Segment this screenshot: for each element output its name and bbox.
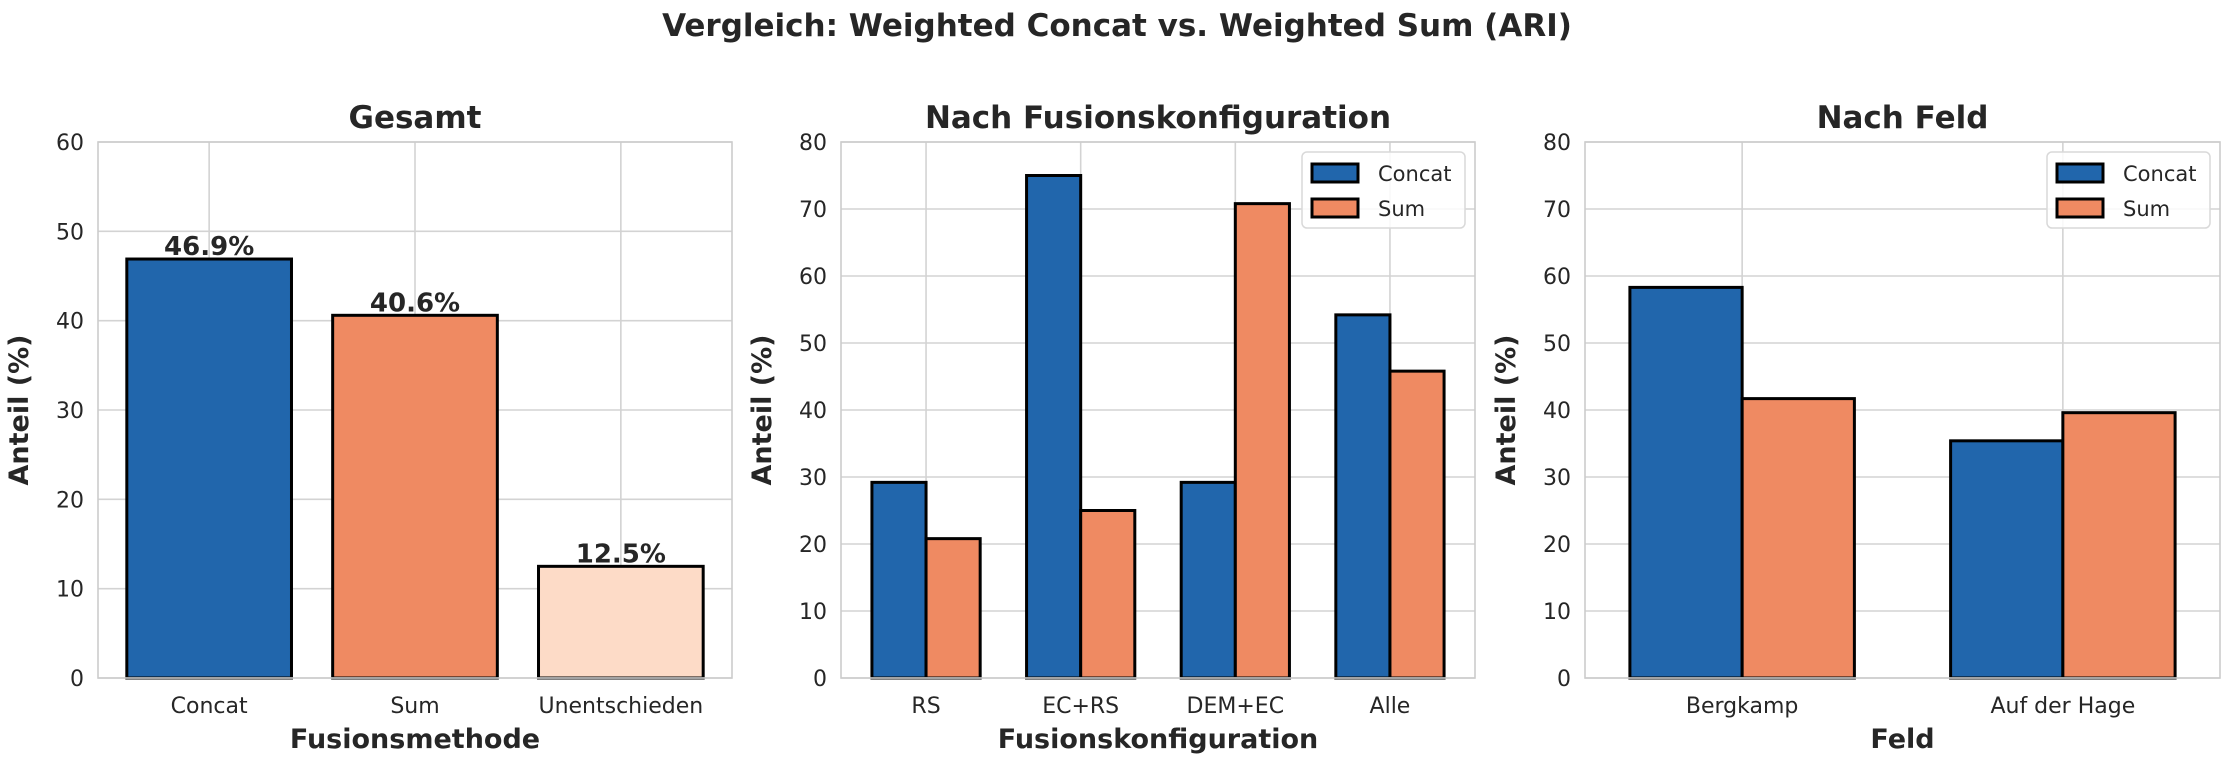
y-tick-label: 10 <box>1543 600 1571 625</box>
y-tick-label: 20 <box>799 533 827 558</box>
figure-title: Vergleich: Weighted Concat vs. Weighted … <box>662 8 1572 44</box>
legend-swatch-sum <box>2055 197 2105 219</box>
y-tick-label: 20 <box>1543 533 1571 558</box>
y-tick-label: 50 <box>1543 332 1571 357</box>
axes-frame <box>97 141 733 679</box>
bar-concat-rs <box>870 480 928 680</box>
bar-sum-rs <box>924 537 982 680</box>
legend-swatch-concat <box>2055 162 2105 184</box>
x-tick-label-concat: Concat <box>171 694 248 719</box>
y-tick-label: 70 <box>1543 198 1571 223</box>
bar-sum-bergkamp <box>1740 397 1856 680</box>
x-tick-label-bergkamp: Bergkamp <box>1686 694 1798 719</box>
y-axis-label: Anteil (%) <box>4 335 35 486</box>
bar-concat-bergkamp <box>1628 285 1744 680</box>
legend-swatch-sum <box>1310 197 1360 219</box>
legend-label-concat: Concat <box>2123 162 2196 186</box>
bar-sum-dem-ec <box>1233 202 1291 680</box>
y-tick-label: 0 <box>70 667 84 692</box>
x-tick-label-rs: RS <box>911 694 940 719</box>
y-axis-label: Anteil (%) <box>747 335 778 486</box>
bar-concat-ec-rs <box>1025 174 1083 680</box>
y-tick-label: 50 <box>56 220 84 245</box>
legend-swatch-concat <box>1310 162 1360 184</box>
y-tick-label: 40 <box>1543 399 1571 424</box>
y-tick-label: 20 <box>56 488 84 513</box>
y-tick-label: 60 <box>1543 265 1571 290</box>
bar-sum-alle <box>1388 369 1446 680</box>
x-tick-label-dem-ec: DEM+EC <box>1187 694 1285 719</box>
y-tick-label: 80 <box>799 131 827 156</box>
axes-frame <box>840 141 1476 679</box>
y-tick-label: 0 <box>1557 667 1571 692</box>
data-label: 46.9% <box>164 232 254 262</box>
bar-concat-alle <box>1334 313 1392 680</box>
y-tick-label: 40 <box>799 399 827 424</box>
chart-gesamt: 0 10 20 30 40 50 60 Concat Sum Unentschieden 46.9%… <box>4 100 733 755</box>
axes-frame <box>1584 141 2221 679</box>
chart-nach-feld: 0 10 20 30 40 50 60 70 80 Bergkamp Auf der Hage Nac… <box>1491 100 2221 755</box>
x-tick-label-alle: Alle <box>1370 694 1411 719</box>
legend-label-sum: Sum <box>2123 197 2170 221</box>
chart-title: Nach Fusionskonfiguration <box>925 100 1391 136</box>
legend-label-sum: Sum <box>1378 197 1425 221</box>
y-tick-label: 80 <box>1543 131 1571 156</box>
x-axis-label: Fusionsmethode <box>290 724 540 755</box>
y-tick-label: 30 <box>56 399 84 424</box>
legend: Concat Sum <box>2046 151 2211 229</box>
legend: Concat Sum <box>1301 151 1466 229</box>
x-tick-label-auf-der-hage: Auf der Hage <box>1990 694 2135 719</box>
y-tick-label: 30 <box>799 466 827 491</box>
y-tick-label: 10 <box>799 600 827 625</box>
chart-title: Nach Feld <box>1817 100 1989 136</box>
y-axis-label: Anteil (%) <box>1491 335 1522 486</box>
x-tick-label-unentschieden: Unentschieden <box>538 694 703 719</box>
y-tick-label: 0 <box>813 667 827 692</box>
y-tick-label: 10 <box>56 578 84 603</box>
bar-sum <box>331 313 499 680</box>
bar-sum-ec-rs <box>1079 509 1137 680</box>
bar-unentschieden <box>537 564 705 680</box>
x-tick-label-ec-rs: EC+RS <box>1042 694 1119 719</box>
x-tick-label-sum: Sum <box>390 694 439 719</box>
bar-concat-auf-der-hage <box>1949 439 2065 680</box>
y-tick-label: 50 <box>799 332 827 357</box>
x-axis-label: Feld <box>1870 724 1934 755</box>
y-tick-label: 60 <box>56 131 84 156</box>
y-tick-label: 70 <box>799 198 827 223</box>
data-label: 40.6% <box>370 288 460 318</box>
chart-nach-fusionskonfiguration: 0 10 20 30 40 50 60 70 80 RS EC+RS DEM+EC Alle Nach F… <box>747 100 1476 755</box>
y-tick-label: 60 <box>799 265 827 290</box>
x-axis-label: Fusionskonfiguration <box>998 724 1319 755</box>
bar-concat <box>125 257 293 680</box>
y-tick-label: 40 <box>56 310 84 335</box>
bar-sum-auf-der-hage <box>2061 411 2177 680</box>
bar-concat-dem-ec <box>1179 480 1237 680</box>
data-label: 12.5% <box>576 539 666 569</box>
chart-title: Gesamt <box>349 100 482 136</box>
y-tick-label: 30 <box>1543 466 1571 491</box>
legend-label-concat: Concat <box>1378 162 1451 186</box>
